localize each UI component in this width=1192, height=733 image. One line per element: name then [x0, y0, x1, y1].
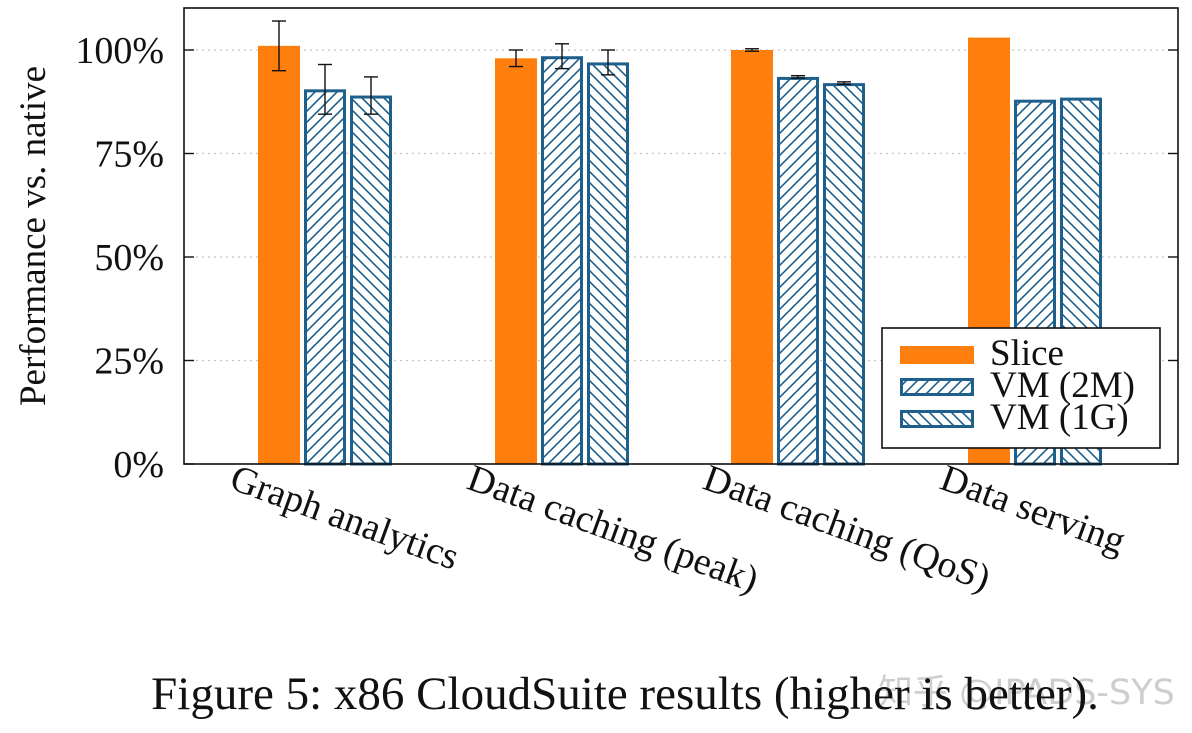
ytick-label-0: 0%: [113, 444, 164, 486]
bar-slice-data-caching-peak: [495, 58, 537, 464]
bar-vm-1g-data-caching-peak: [587, 62, 629, 466]
bar-vm-2m-data-caching-peak: [541, 56, 583, 466]
ytick-label-100: 100%: [75, 30, 164, 72]
y-axis-title: Performance vs. native: [13, 66, 54, 406]
ytick-label-25: 25%: [94, 341, 164, 383]
legend-swatch-vm-2m: [900, 378, 974, 396]
figure-caption: Figure 5: x86 CloudSuite results (higher…: [151, 668, 1099, 720]
bar-slice-data-caching-qos: [731, 50, 773, 464]
bar-vm-1g-data-caching-qos: [823, 83, 865, 466]
bar-slice-graph-analytics: [258, 45, 300, 465]
bar-vm-1g-graph-analytics: [350, 95, 392, 466]
plot-frame: [183, 7, 1179, 465]
legend-label-slice: Slice: [990, 333, 1064, 374]
ytick-label-50: 50%: [94, 237, 164, 279]
category-label-graph-analytics: Graph analytics: [225, 457, 464, 578]
category-label-data-serving: Data serving: [935, 457, 1131, 563]
legend-swatch-vm-1g: [900, 410, 974, 428]
legend-label-vm-1g: VM (1G): [990, 397, 1129, 438]
legend-label-vm-2m: VM (2M): [990, 365, 1135, 406]
bar-vm-2m-data-caching-qos: [777, 76, 819, 466]
watermark: 知乎 @IPADS-SYS: [878, 673, 1175, 713]
ytick-label-75: 75%: [94, 134, 164, 176]
bar-vm-2m-graph-analytics: [304, 89, 346, 466]
legend-swatch-slice: [900, 346, 974, 364]
